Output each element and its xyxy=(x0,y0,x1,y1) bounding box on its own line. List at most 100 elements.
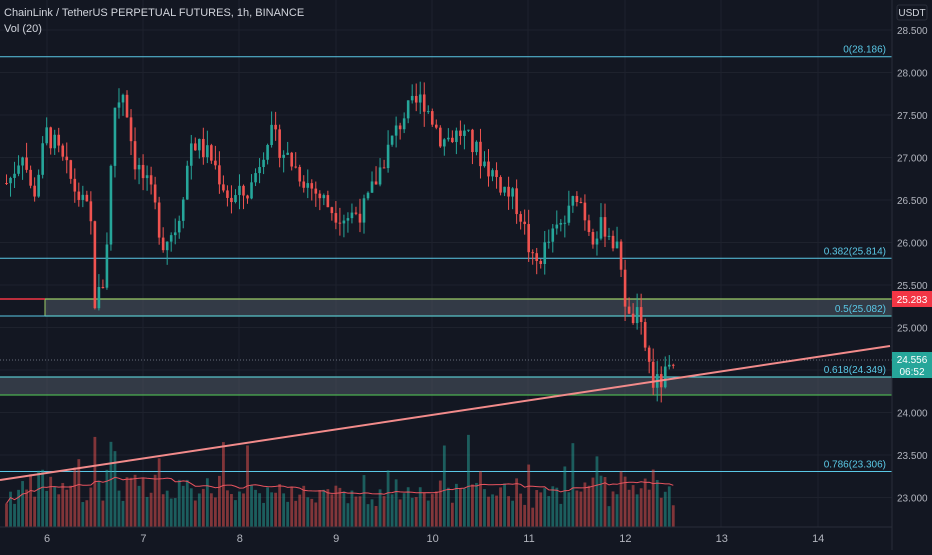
volume-bar xyxy=(591,477,595,527)
volume-bar xyxy=(346,503,350,527)
volume-bar xyxy=(426,500,430,527)
candle-body xyxy=(563,222,567,224)
candle-body xyxy=(643,322,647,348)
trendline[interactable] xyxy=(0,345,891,481)
volume-label: Vol (20) xyxy=(4,23,42,35)
candle-body xyxy=(230,197,233,203)
candle-body xyxy=(254,173,257,183)
volume-bar xyxy=(390,494,394,527)
volume-bar xyxy=(639,488,643,527)
volume-bar xyxy=(13,503,16,527)
volume-bar xyxy=(611,491,615,527)
fib-zone-lower[interactable] xyxy=(0,377,892,395)
volume-bar xyxy=(567,492,571,527)
candle-body xyxy=(619,241,623,270)
volume-bar xyxy=(575,490,579,527)
volume-bar xyxy=(631,485,635,527)
volume-bar xyxy=(101,500,105,527)
candle-body xyxy=(49,127,52,149)
volume-bar xyxy=(370,499,374,527)
volume-bar xyxy=(129,477,133,527)
volume-bar xyxy=(77,459,81,527)
candle-body xyxy=(173,232,177,236)
candle-body xyxy=(627,306,631,314)
candle-body xyxy=(623,269,627,307)
candle-body xyxy=(326,195,330,208)
price-axis[interactable] xyxy=(892,0,932,550)
candle-body xyxy=(185,165,189,200)
volume-bar xyxy=(511,500,515,527)
volume-bar xyxy=(49,476,53,527)
volume-bar xyxy=(270,492,274,527)
volume-bar xyxy=(378,489,382,527)
volume-bar xyxy=(21,481,24,527)
candle-body xyxy=(73,178,77,192)
candle-body xyxy=(471,129,474,153)
candle-body xyxy=(547,241,551,243)
candle-body xyxy=(390,135,394,145)
time-tick-label: 12 xyxy=(619,533,631,545)
volume-bar xyxy=(402,493,406,527)
volume-bar xyxy=(193,500,197,527)
volume-bar xyxy=(37,470,41,527)
candle-body xyxy=(274,124,277,130)
volume-bar xyxy=(438,480,442,527)
candle-body xyxy=(539,260,543,265)
candle-body xyxy=(214,160,217,166)
candle-body xyxy=(603,217,607,237)
volume-bar xyxy=(230,494,233,527)
candle-body xyxy=(358,213,362,223)
candle-body xyxy=(599,217,603,239)
volume-bar xyxy=(563,466,567,527)
fib-label: 0.618(24.349) xyxy=(824,365,886,376)
candle-body xyxy=(455,130,458,143)
volume-bar xyxy=(334,485,338,527)
candle-body xyxy=(318,193,322,199)
volume-bar xyxy=(531,507,535,527)
candle-body xyxy=(9,177,12,184)
volume-bar xyxy=(607,506,611,527)
candle-body xyxy=(13,173,16,178)
volume-bar xyxy=(173,498,177,527)
currency-badge[interactable] xyxy=(896,4,928,21)
candle-body xyxy=(189,143,193,166)
candle-body xyxy=(105,244,109,288)
candle-body xyxy=(434,124,438,128)
volume-bar xyxy=(479,471,482,527)
volume-bar xyxy=(458,488,462,527)
candle-body xyxy=(571,196,575,206)
volume-bar xyxy=(434,491,438,527)
price-tick-label: 28.500 xyxy=(897,26,928,37)
candle-body xyxy=(29,169,32,186)
candle-body xyxy=(535,253,539,261)
volume-bar xyxy=(519,493,523,527)
candles xyxy=(5,81,675,403)
fib-zone-upper[interactable] xyxy=(44,298,893,317)
volume-bar xyxy=(330,494,334,527)
price-tick-label: 23.000 xyxy=(897,494,928,505)
volume-bar xyxy=(422,492,426,527)
volume-bar xyxy=(446,487,450,527)
candle-body xyxy=(25,157,28,170)
volume-bar xyxy=(507,496,510,527)
volume-bar xyxy=(467,434,470,527)
fib-label: 0.786(23.306) xyxy=(824,459,886,470)
volume-bar xyxy=(197,493,201,527)
volume-bar xyxy=(117,490,121,527)
volume-bar xyxy=(161,494,165,527)
volume-bar xyxy=(342,491,346,527)
candle-body xyxy=(121,94,125,103)
candle-body xyxy=(491,170,494,177)
candle-body xyxy=(21,157,24,166)
candle-body xyxy=(65,156,69,161)
candle-body xyxy=(422,94,426,112)
volume-bar xyxy=(254,489,257,527)
volume-bar xyxy=(185,479,189,527)
volume-bar xyxy=(322,489,326,527)
volume-bar xyxy=(153,474,157,527)
volume-bar xyxy=(523,504,527,527)
volume-bar xyxy=(278,484,282,527)
volume-bar xyxy=(145,496,149,527)
